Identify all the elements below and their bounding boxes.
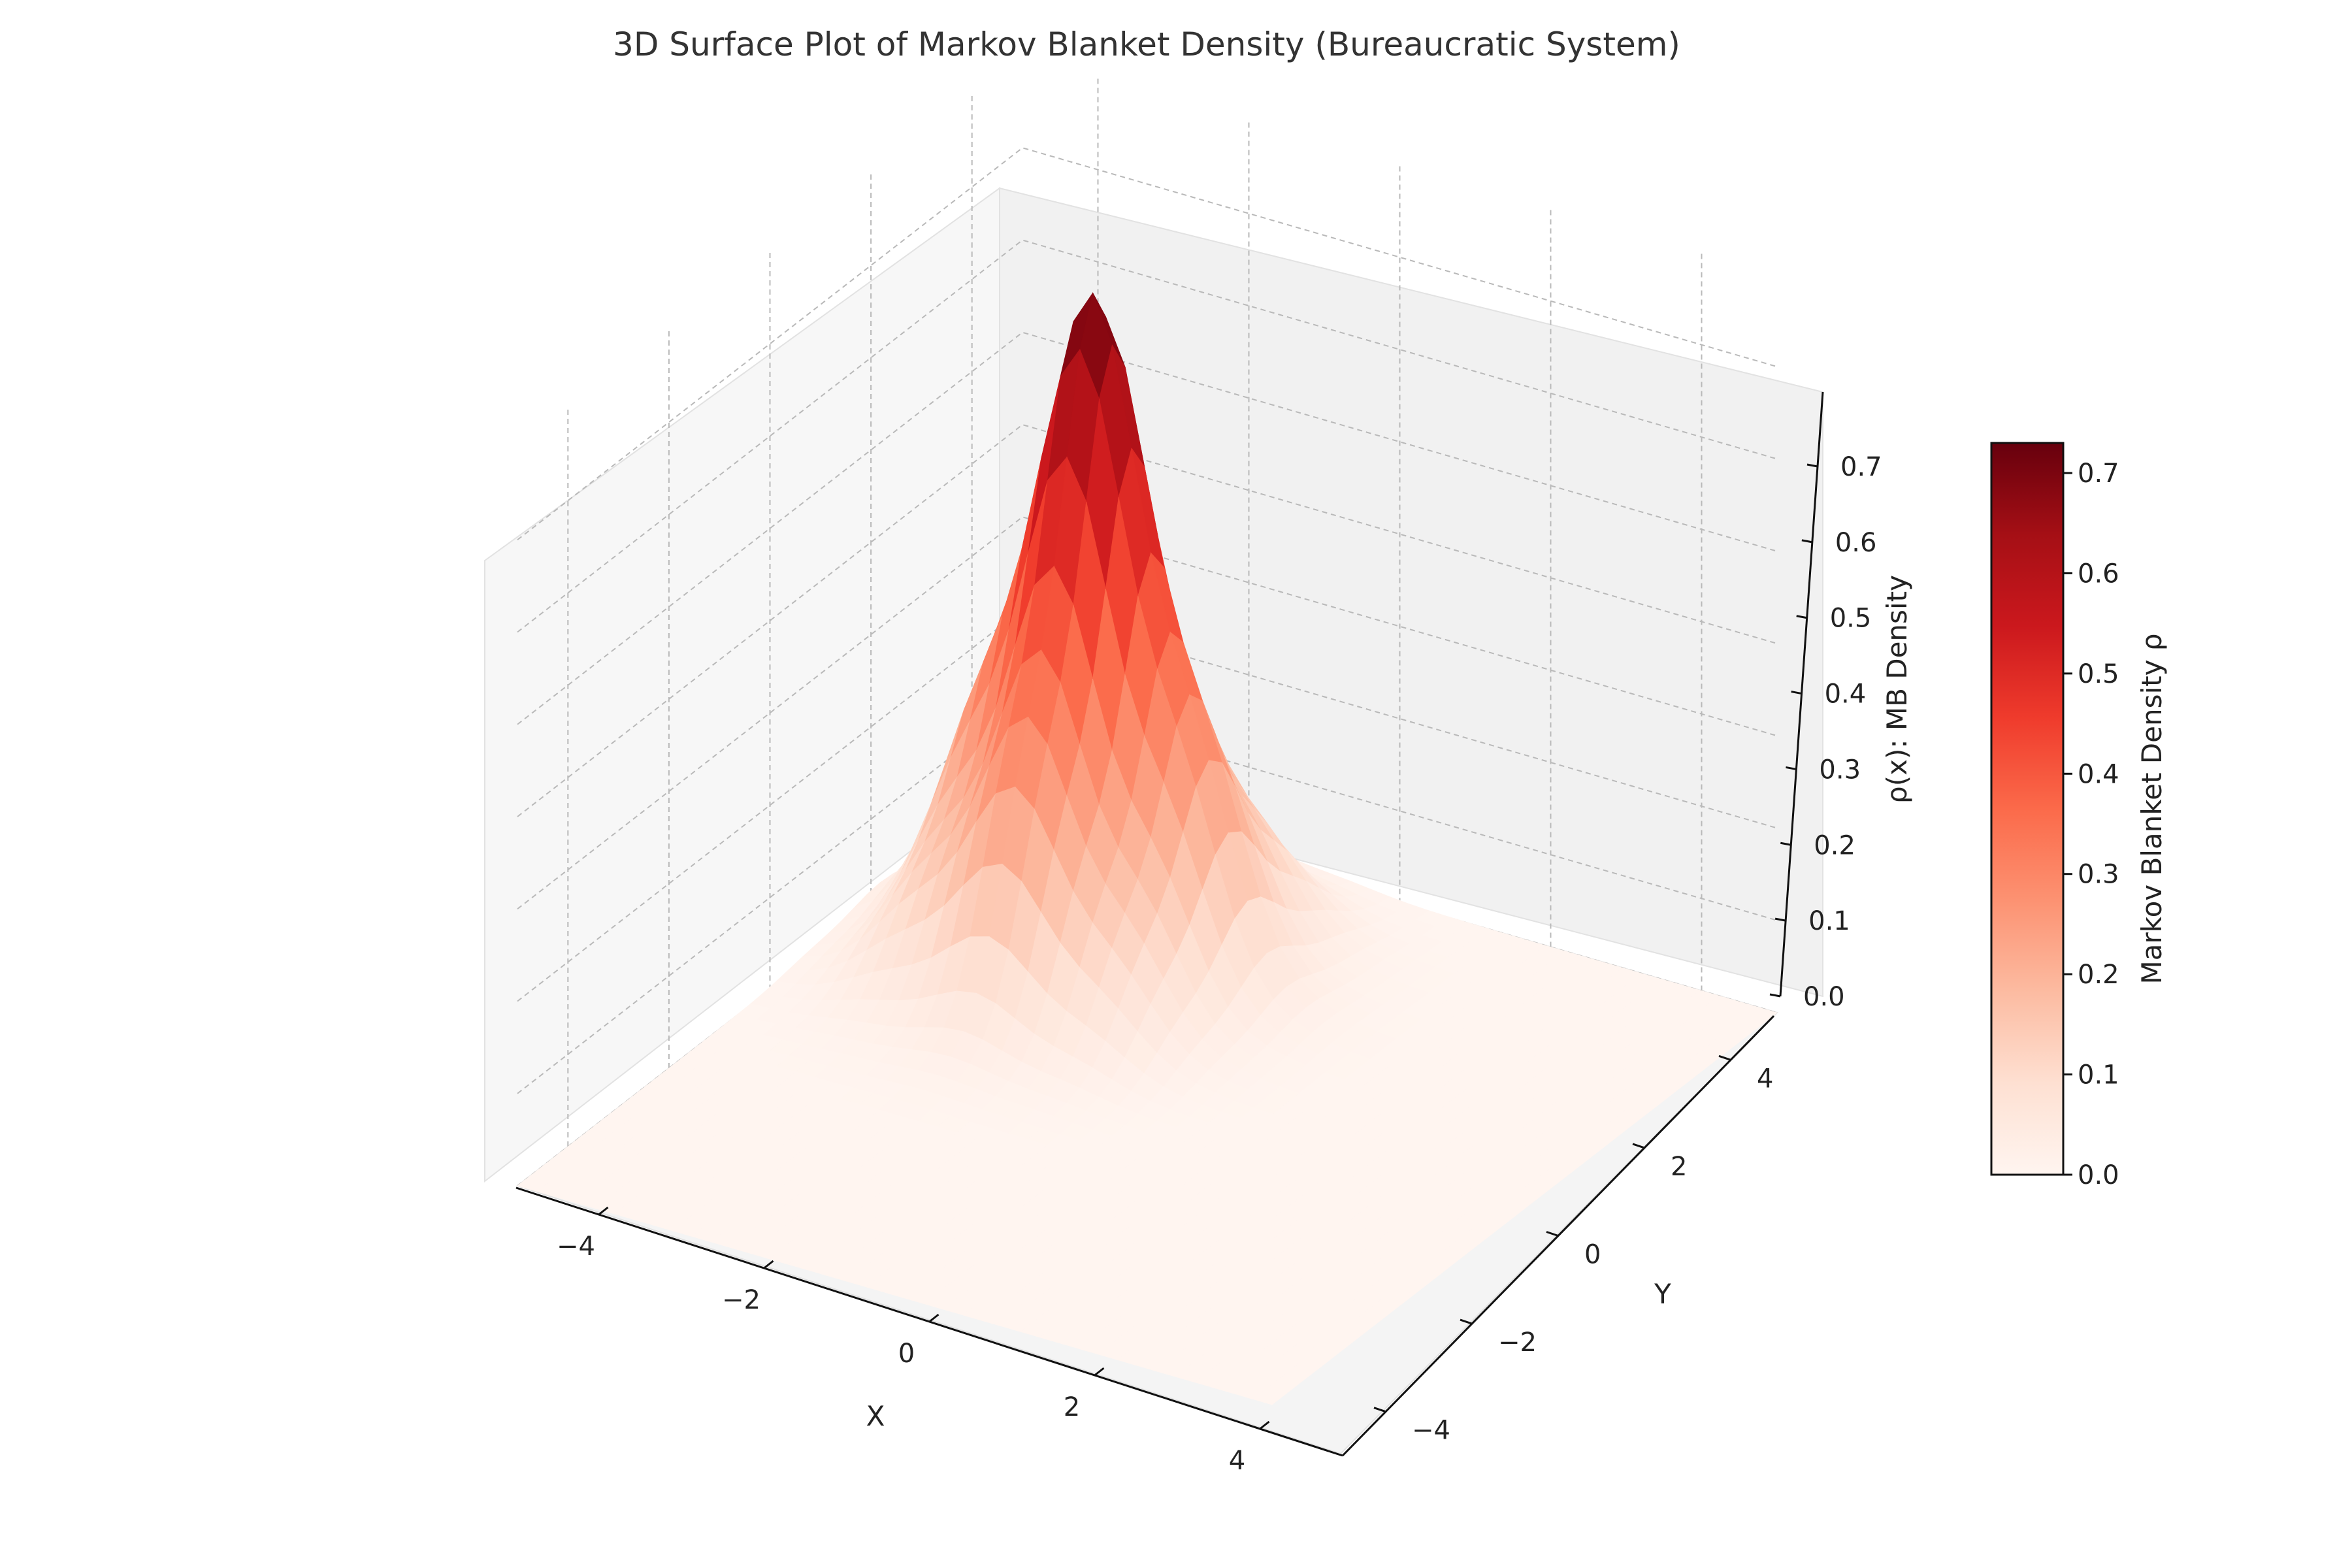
- x-axis-label: X: [866, 1400, 885, 1432]
- z-axis: 0.0 0.1 0.2 0.3 0.4 0.5 0.6 0.7 ρ(x): MB Densit…: [1769, 391, 1913, 1012]
- z-tick-mark-0: [1769, 993, 1781, 998]
- x-axis: −4 −2 0 2 4 X: [515, 1186, 1343, 1476]
- back-gridline-z-7: [517, 147, 1778, 541]
- back-gridline-z-1: [517, 700, 1778, 1094]
- surface-facet-38-0: [1252, 1388, 1286, 1405]
- colorbar-tick-label-4: 0.4: [2078, 759, 2119, 789]
- colorbar-tick-label-1: 0.1: [2078, 1060, 2119, 1090]
- z-tick-mark-2: [1780, 841, 1791, 846]
- z-tick-mark-6: [1801, 539, 1813, 544]
- colorbar: 0.0 0.1 0.2 0.3 0.4 0.5 0.6 0.7 Markov Blanket …: [1990, 442, 2168, 1190]
- back-gridline-z-4: [517, 423, 1778, 817]
- back-gridline-z-5: [517, 331, 1778, 725]
- back-gridline-z-2: [517, 608, 1778, 1002]
- z-tick-label-2: 0.2: [1814, 830, 1855, 860]
- chart-title: 3D Surface Plot of Markov Blanket Densit…: [613, 25, 1680, 63]
- z-tick-mark-1: [1774, 917, 1786, 922]
- y-tick-label-1: −2: [1498, 1328, 1537, 1358]
- x-tick-label-3: 2: [1064, 1392, 1080, 1422]
- x-tick-mark-1: [763, 1260, 774, 1269]
- z-axis-ticks: 0.0 0.1 0.2 0.3 0.4 0.5 0.6 0.7: [1769, 452, 1882, 1012]
- colorbar-label: Markov Blanket Density ρ: [2136, 634, 2168, 985]
- y-tick-mark-0: [1373, 1407, 1386, 1413]
- back-gridline-z-3: [517, 516, 1778, 910]
- z-tick-mark-3: [1786, 766, 1797, 770]
- y-tick-mark-4: [1718, 1054, 1731, 1061]
- surface-mesh: [517, 292, 1778, 1405]
- z-tick-label-7: 0.7: [1840, 452, 1882, 482]
- x-tick-label-4: 4: [1229, 1446, 1245, 1476]
- z-axis-line: [1779, 391, 1824, 997]
- colorbar-tick-label-3: 0.3: [2078, 860, 2119, 890]
- z-tick-label-6: 0.6: [1835, 528, 1877, 558]
- z-tick-mark-5: [1796, 615, 1807, 619]
- x-tick-label-2: 0: [898, 1339, 915, 1369]
- x-tick-label-0: −4: [557, 1232, 595, 1262]
- z-tick-label-1: 0.1: [1808, 906, 1850, 936]
- x-axis-ticks: −4 −2 0 2 4: [557, 1206, 1270, 1476]
- z-tick-label-0: 0.0: [1803, 982, 1845, 1012]
- y-tick-label-2: 0: [1584, 1240, 1601, 1270]
- y-tick-mark-3: [1632, 1143, 1645, 1149]
- z-tick-label-4: 0.4: [1825, 679, 1867, 710]
- colorbar-tick-label-0: 0.0: [2078, 1160, 2119, 1190]
- z-tick-label-5: 0.5: [1830, 604, 1872, 634]
- x-tick-mark-4: [1259, 1420, 1270, 1430]
- colorbar-tick-label-5: 0.5: [2078, 659, 2119, 689]
- colorbar-ticks: 0.0 0.1 0.2 0.3 0.4 0.5 0.6 0.7: [2063, 459, 2119, 1190]
- y-tick-mark-1: [1460, 1318, 1473, 1325]
- y-axis-label: Y: [1654, 1278, 1671, 1310]
- y-tick-label-0: −4: [1412, 1416, 1450, 1446]
- y-axis-ticks: −4 −2 0 2 4: [1373, 1054, 1773, 1446]
- x-tick-label-1: −2: [722, 1285, 760, 1315]
- x-tick-mark-0: [598, 1206, 609, 1216]
- colorbar-tick-label-2: 0.2: [2078, 960, 2119, 990]
- back-gridline-z-6: [517, 239, 1778, 633]
- y-tick-label-4: 4: [1757, 1064, 1773, 1094]
- y-tick-label-3: 2: [1671, 1152, 1687, 1182]
- z-axis-label: ρ(x): MB Density: [1881, 575, 1913, 804]
- z-tick-label-3: 0.3: [1819, 755, 1861, 785]
- colorbar-gradient: [1990, 442, 2065, 1176]
- y-axis: −4 −2 0 2 4 Y: [1341, 1015, 1775, 1457]
- z-tick-mark-4: [1791, 691, 1802, 695]
- z-tick-mark-7: [1806, 463, 1818, 468]
- x-tick-mark-2: [928, 1313, 939, 1323]
- colorbar-tick-label-7: 0.7: [2078, 459, 2119, 489]
- colorbar-tick-label-6: 0.6: [2078, 559, 2119, 589]
- y-tick-mark-2: [1546, 1231, 1559, 1237]
- x-tick-mark-3: [1094, 1367, 1105, 1377]
